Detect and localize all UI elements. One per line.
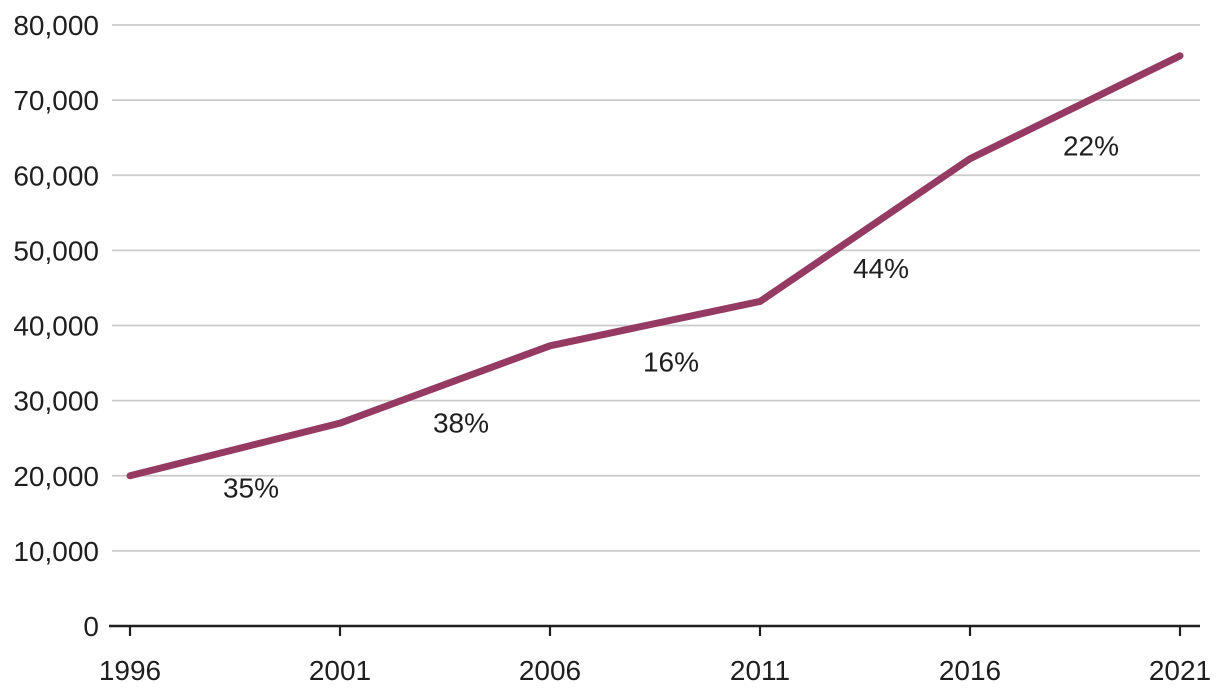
x-axis-tick-label: 1996 (99, 655, 161, 686)
y-axis-tick-label: 80,000 (13, 10, 99, 41)
growth-percent-label: 35% (223, 472, 279, 503)
x-axis-tick-label: 2021 (1149, 655, 1211, 686)
x-axis-tick-label: 2006 (519, 655, 581, 686)
y-axis-tick-label: 70,000 (13, 85, 99, 116)
y-axis-tick-label: 50,000 (13, 235, 99, 266)
x-axis-tick-label: 2011 (730, 655, 790, 686)
y-axis-tick-label: 60,000 (13, 160, 99, 191)
y-axis-tick-label: 30,000 (13, 386, 99, 417)
growth-percent-label: 16% (643, 347, 699, 378)
growth-percent-label: 44% (853, 253, 909, 284)
y-axis-tick-label: 10,000 (13, 536, 99, 567)
x-axis-tick-label: 2001 (309, 655, 371, 686)
y-axis-tick-label: 40,000 (13, 311, 99, 342)
data-line-series (126, 52, 1184, 480)
x-axis-tick-label: 2016 (939, 655, 1001, 686)
growth-percent-label: 22% (1063, 130, 1119, 161)
y-axis-tick-label: 0 (83, 611, 99, 642)
y-axis-tick-label: 20,000 (13, 461, 99, 492)
growth-percent-label: 38% (433, 407, 489, 438)
